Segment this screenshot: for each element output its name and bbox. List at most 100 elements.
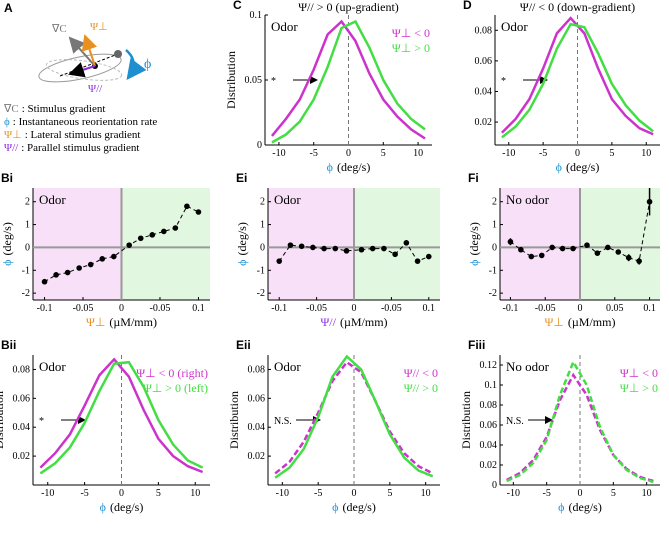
- y-tick-label: 0.06: [480, 420, 498, 431]
- legend-entry: Ψ⊥: Lateral stimulus gradient: [4, 129, 140, 141]
- point: [605, 244, 611, 251]
- y-tick-label: 0.08: [480, 400, 498, 411]
- y-tick-label: -2: [257, 288, 265, 299]
- x-axis-text: (deg/s): [343, 500, 376, 514]
- x-axis-text: (µM/mm): [340, 315, 388, 329]
- shade: [354, 188, 440, 300]
- x-tick-label: -0.05: [381, 303, 402, 314]
- point: [392, 251, 398, 258]
- x-axis-label: ϕ (deg/s): [327, 160, 371, 174]
- y-tick-label: -1: [257, 265, 265, 276]
- point: [126, 242, 132, 248]
- x-axis-symbol: ϕ: [556, 160, 562, 174]
- point: [528, 253, 535, 260]
- x-tick-label: -5: [80, 488, 88, 499]
- legend-entry: Ψ⊥ < 0: [392, 26, 430, 40]
- y-tick-label: 0.02: [480, 460, 498, 471]
- y-tick-label: -1: [22, 265, 30, 276]
- x-tick-label: -10: [507, 488, 520, 499]
- point: [298, 243, 305, 250]
- x-axis-symbol: ϕ: [332, 500, 338, 514]
- point: [161, 228, 167, 235]
- x-axis-label: Ψ⊥ (µM/mm): [86, 315, 157, 329]
- annotation: No odor: [506, 192, 550, 207]
- rate-arrow: [125, 49, 147, 81]
- x-tick-label: -10: [276, 488, 289, 499]
- point: [99, 256, 106, 262]
- x-tick-label: 10: [190, 488, 200, 499]
- shade: [268, 188, 354, 300]
- point: [414, 258, 421, 264]
- point: [570, 245, 576, 252]
- shade: [33, 188, 122, 300]
- y-tick-label: 2: [25, 197, 30, 208]
- legend-text: : Stimulus gradient: [22, 103, 106, 115]
- series-line: [274, 360, 434, 475]
- x-tick-label: -0.1: [271, 303, 287, 314]
- y-tick-label: 0.06: [13, 393, 31, 404]
- y-axis-label: ϕ (deg/s): [467, 222, 481, 266]
- trend-line: [510, 201, 651, 262]
- legend-entry: Ψ⊥ > 0: [620, 381, 658, 395]
- point: [184, 203, 190, 210]
- point: [584, 242, 590, 248]
- legend-entry: Ψ// > 0: [404, 381, 438, 395]
- x-tick-label: 5: [609, 148, 614, 159]
- x-axis-label: ϕ (deg/s): [556, 160, 600, 174]
- legend-symbol: Ψ⊥: [4, 129, 22, 141]
- x-tick-label: -5: [542, 488, 550, 499]
- shade: [121, 188, 210, 300]
- y-axis-symbol: ϕ: [467, 260, 481, 266]
- larva-outline: [45, 59, 123, 81]
- panel-label: Eii: [236, 338, 251, 352]
- x-tick-label: 0: [346, 148, 351, 159]
- legend-text: : Lateral stimulus gradient: [25, 129, 141, 141]
- point: [646, 198, 653, 205]
- y-tick-label: 0: [492, 480, 497, 491]
- annotation: Odor: [274, 192, 301, 207]
- x-tick-label: 10: [641, 148, 651, 159]
- x-axis-text: (µM/mm): [109, 315, 157, 329]
- y-tick-label: 0.12: [480, 360, 498, 371]
- point: [538, 252, 545, 259]
- x-tick-label: 0: [119, 303, 124, 314]
- series-line: [274, 354, 434, 479]
- x-tick-label: -5: [310, 148, 318, 159]
- panel-label: A: [4, 1, 13, 15]
- x-tick-label: 0.05: [606, 303, 624, 314]
- x-tick-label: 10: [413, 148, 423, 159]
- legend-symbol: Ψ//: [4, 142, 19, 154]
- shade: [580, 188, 660, 300]
- point: [615, 249, 622, 255]
- point: [76, 265, 82, 271]
- point: [149, 232, 156, 238]
- y-axis-label: Distribution: [0, 391, 6, 449]
- x-tick-label: 0: [352, 303, 357, 314]
- significance: *: [271, 76, 276, 87]
- y-tick-label: -2: [489, 288, 497, 299]
- x-tick-label: 0.1: [423, 303, 436, 314]
- legend-entry: Ψ⊥ < 0 (right): [136, 366, 208, 380]
- x-axis-symbol: ϕ: [558, 500, 564, 514]
- series-line: [270, 19, 426, 140]
- y-tick-label: 0.06: [475, 56, 493, 67]
- point: [381, 245, 387, 252]
- point: [343, 248, 350, 254]
- annotation: Odor: [271, 19, 298, 34]
- x-tick-label: 5: [156, 488, 161, 499]
- point: [287, 242, 294, 248]
- diagram-label: Ψ//: [88, 83, 103, 95]
- x-tick-label: 5: [611, 488, 616, 499]
- x-axis-symbol: Ψ//: [320, 315, 336, 329]
- x-tick-label: 0.1: [643, 303, 656, 314]
- diagram-label: Ψ⊥: [90, 21, 108, 33]
- x-tick-label: -0.05: [73, 303, 94, 314]
- x-axis-symbol: ϕ: [100, 500, 106, 514]
- y-tick-label: 0.06: [248, 393, 266, 404]
- point: [518, 246, 524, 253]
- x-tick-label: -10: [502, 148, 515, 159]
- y-tick-label: 0.02: [248, 451, 266, 462]
- point: [625, 254, 632, 261]
- gradient-arrow: [68, 36, 96, 67]
- legend-symbol: ϕ: [4, 116, 10, 128]
